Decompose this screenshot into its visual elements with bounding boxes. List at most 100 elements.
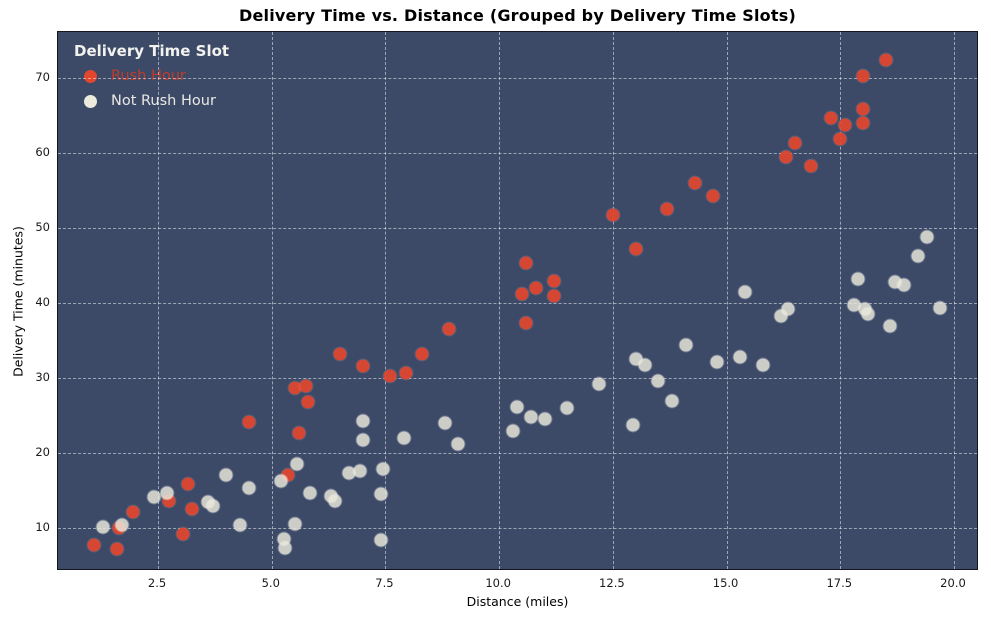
- data-point-not-rush-hour: [242, 481, 256, 495]
- data-point-not-rush-hour: [374, 533, 388, 547]
- y-axis-label: Delivery Time (minutes): [10, 226, 26, 377]
- data-point-not-rush-hour: [897, 278, 911, 292]
- data-point-not-rush-hour: [438, 416, 452, 430]
- data-point-not-rush-hour: [920, 230, 934, 244]
- x-gridline: [840, 32, 842, 569]
- data-point-not-rush-hour: [861, 307, 875, 321]
- data-point-not-rush-hour: [278, 541, 292, 555]
- plot-area: Delivery Time Slot Rush Hour Not Rush Ho…: [57, 31, 978, 570]
- y-tick-label: 50: [35, 219, 50, 234]
- data-point-not-rush-hour: [538, 412, 552, 426]
- x-tick-label: 7.5: [375, 576, 394, 590]
- y-gridline: [58, 303, 977, 304]
- data-point-rush-hour: [660, 202, 674, 216]
- data-point-not-rush-hour: [933, 301, 947, 315]
- data-point-rush-hour: [879, 53, 893, 67]
- y-gridline: [58, 453, 977, 455]
- x-gridline: [726, 32, 728, 569]
- data-point-rush-hour: [706, 189, 720, 203]
- x-gridline: [612, 32, 614, 569]
- data-point-not-rush-hour: [160, 486, 174, 500]
- y-gridline: [58, 152, 977, 154]
- data-point-rush-hour: [856, 102, 870, 116]
- data-point-not-rush-hour: [592, 377, 606, 391]
- data-point-not-rush-hour: [115, 518, 129, 532]
- data-point-rush-hour: [606, 208, 620, 222]
- data-point-rush-hour: [688, 176, 702, 190]
- data-point-rush-hour: [176, 527, 190, 541]
- legend-label: Rush Hour: [111, 68, 186, 84]
- x-tick-label: 20.0: [940, 576, 966, 590]
- data-point-rush-hour: [399, 366, 413, 380]
- rush-hour-marker-icon: [84, 69, 97, 83]
- data-point-not-rush-hour: [303, 486, 317, 500]
- data-point-not-rush-hour: [219, 468, 233, 482]
- data-point-rush-hour: [804, 159, 818, 173]
- y-tick-label: 20: [35, 445, 50, 460]
- data-point-rush-hour: [529, 281, 543, 295]
- not-rush-hour-marker-icon: [84, 94, 97, 108]
- legend-label: Not Rush Hour: [111, 93, 216, 109]
- data-point-rush-hour: [299, 379, 313, 393]
- y-tick-label: 40: [35, 295, 50, 309]
- x-tick-label: 5.0: [261, 576, 280, 590]
- data-point-rush-hour: [126, 505, 140, 519]
- page-title: Delivery Time vs. Distance (Grouped by D…: [239, 6, 796, 25]
- data-point-not-rush-hour: [883, 319, 897, 333]
- x-gridline: [499, 32, 501, 569]
- data-point-not-rush-hour: [847, 298, 861, 311]
- data-point-rush-hour: [824, 111, 838, 125]
- data-point-rush-hour: [87, 538, 101, 552]
- data-point-not-rush-hour: [560, 401, 574, 415]
- data-point-not-rush-hour: [356, 433, 370, 447]
- data-point-rush-hour: [356, 359, 370, 373]
- data-point-rush-hour: [519, 316, 533, 330]
- data-point-not-rush-hour: [206, 499, 220, 513]
- data-point-not-rush-hour: [911, 249, 925, 263]
- data-point-rush-hour: [856, 116, 870, 130]
- data-point-rush-hour: [333, 347, 347, 361]
- data-point-rush-hour: [301, 395, 315, 409]
- data-point-not-rush-hour: [328, 494, 342, 508]
- data-point-rush-hour: [242, 415, 256, 429]
- data-point-not-rush-hour: [147, 490, 160, 504]
- data-point-rush-hour: [181, 477, 195, 491]
- data-point-rush-hour: [519, 256, 533, 270]
- data-point-not-rush-hour: [638, 358, 652, 372]
- data-point-rush-hour: [383, 369, 397, 383]
- data-point-not-rush-hour: [342, 466, 356, 480]
- x-gridline: [271, 32, 273, 569]
- data-point-rush-hour: [288, 381, 301, 395]
- data-point-not-rush-hour: [376, 462, 390, 476]
- x-axis-label: Distance (miles): [466, 594, 569, 609]
- data-point-not-rush-hour: [651, 374, 665, 388]
- data-point-rush-hour: [292, 426, 306, 440]
- data-point-not-rush-hour: [710, 355, 724, 369]
- data-point-rush-hour: [185, 502, 199, 516]
- data-point-rush-hour: [629, 242, 643, 256]
- y-tick-label: 10: [35, 520, 50, 535]
- data-point-not-rush-hour: [290, 457, 304, 471]
- y-tick-label: 30: [35, 370, 50, 385]
- data-point-not-rush-hour: [506, 424, 520, 438]
- data-point-not-rush-hour: [781, 302, 795, 316]
- x-gridline: [953, 32, 955, 569]
- data-point-not-rush-hour: [233, 518, 247, 532]
- y-gridline: [58, 528, 977, 530]
- data-point-not-rush-hour: [274, 474, 288, 488]
- x-tick-label: 17.5: [826, 576, 853, 590]
- data-point-rush-hour: [415, 347, 429, 361]
- y-tick-label: 60: [35, 144, 50, 159]
- data-point-not-rush-hour: [756, 358, 770, 372]
- data-point-not-rush-hour: [733, 350, 747, 364]
- data-point-not-rush-hour: [626, 418, 640, 432]
- legend: Delivery Time Slot Rush Hour Not Rush Ho…: [68, 40, 235, 117]
- data-point-rush-hour: [515, 287, 529, 301]
- data-point-rush-hour: [110, 542, 124, 556]
- data-point-not-rush-hour: [524, 410, 538, 424]
- data-point-rush-hour: [833, 132, 847, 146]
- x-tick-label: 15.0: [712, 576, 739, 590]
- data-point-not-rush-hour: [679, 338, 693, 352]
- data-point-rush-hour: [838, 118, 852, 132]
- data-point-rush-hour: [442, 322, 456, 336]
